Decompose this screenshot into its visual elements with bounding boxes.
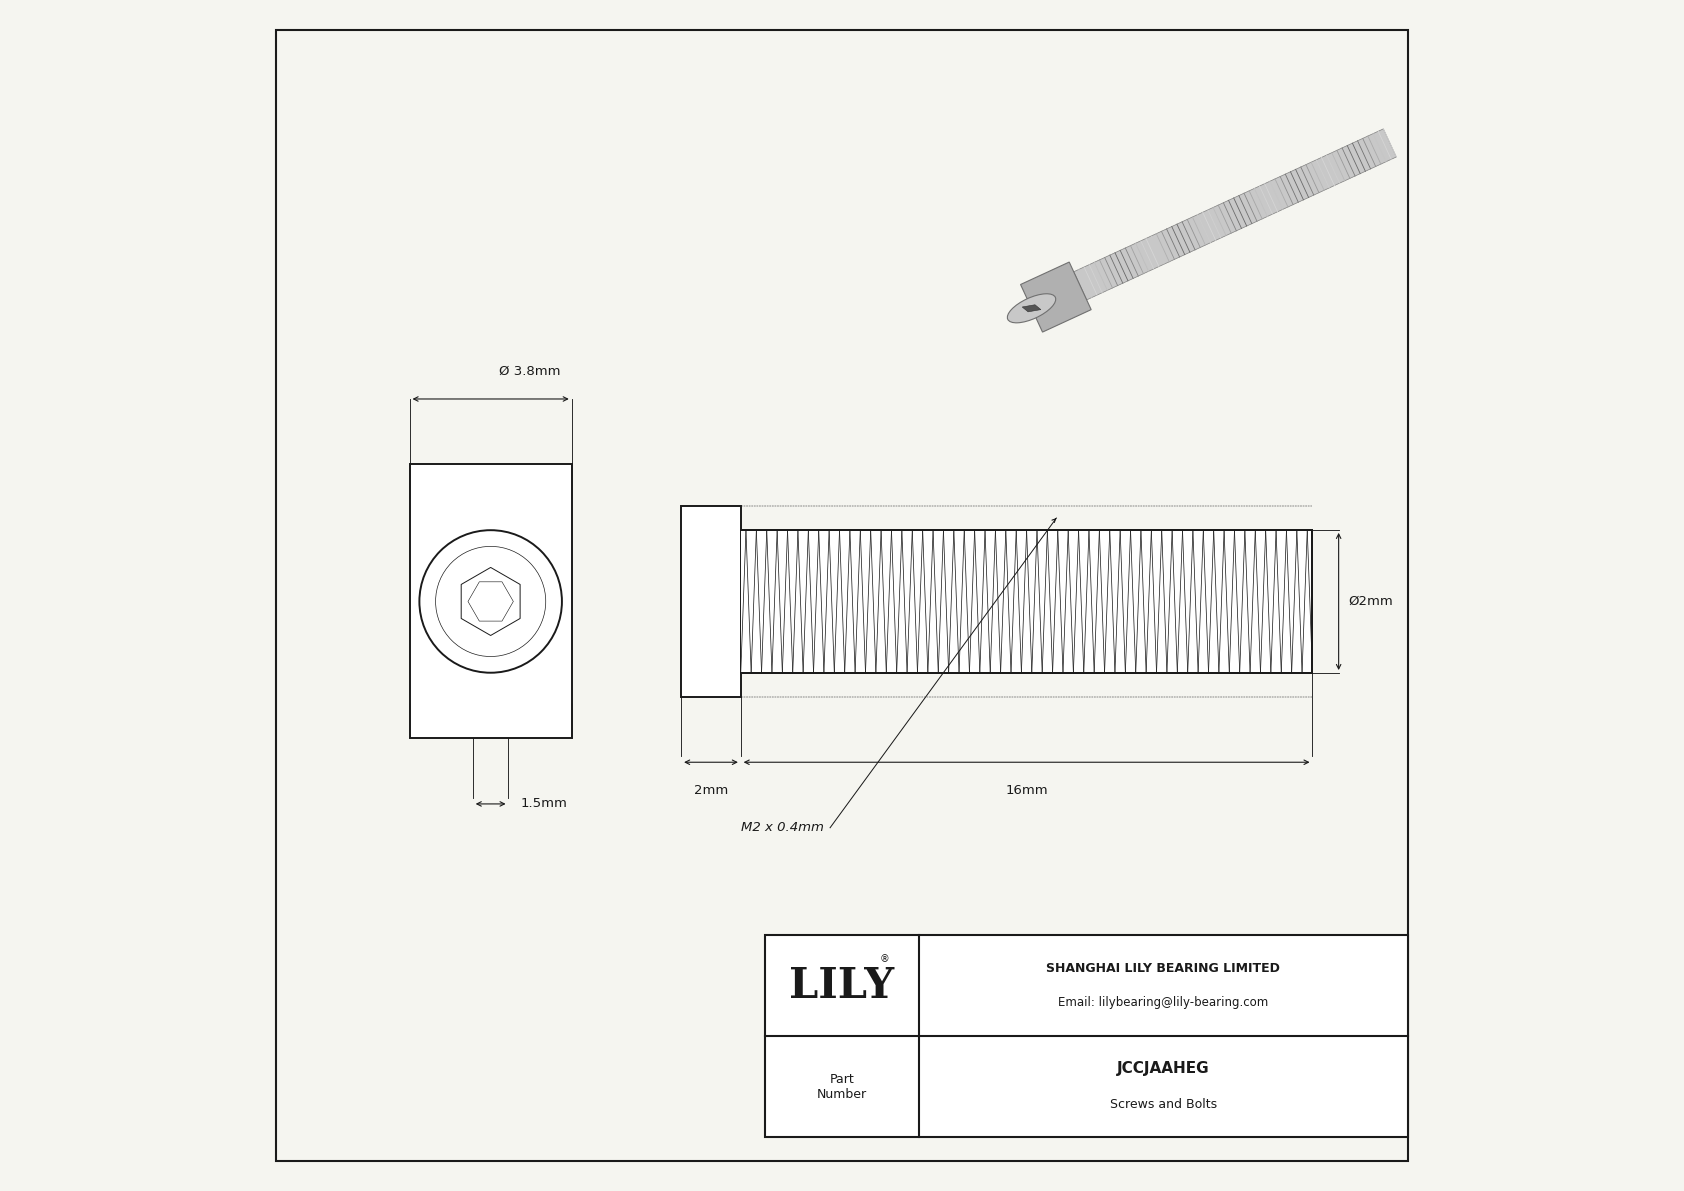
Text: Screws and Bolts: Screws and Bolts xyxy=(1110,1098,1218,1111)
Text: LILY: LILY xyxy=(790,965,894,1006)
Text: Ø2mm: Ø2mm xyxy=(1349,596,1393,607)
Text: Part
Number: Part Number xyxy=(817,1073,867,1100)
Bar xyxy=(409,464,571,738)
Text: Email: lilybearing@lily-bearing.com: Email: lilybearing@lily-bearing.com xyxy=(1058,996,1268,1009)
Ellipse shape xyxy=(1007,294,1056,323)
Polygon shape xyxy=(1074,129,1396,300)
Text: 1.5mm: 1.5mm xyxy=(520,798,568,810)
Text: 2mm: 2mm xyxy=(694,784,727,797)
Text: Ø 3.8mm: Ø 3.8mm xyxy=(498,364,561,378)
Bar xyxy=(765,935,1408,1137)
Text: JCCJAAHEG: JCCJAAHEG xyxy=(1116,1061,1209,1077)
Ellipse shape xyxy=(436,547,546,656)
Text: ®: ® xyxy=(879,954,889,965)
Ellipse shape xyxy=(419,530,562,673)
Text: 16mm: 16mm xyxy=(1005,784,1047,797)
Polygon shape xyxy=(461,567,520,636)
Polygon shape xyxy=(468,582,514,621)
Text: M2 x 0.4mm: M2 x 0.4mm xyxy=(741,822,823,834)
Polygon shape xyxy=(1021,262,1091,332)
Polygon shape xyxy=(1022,305,1041,312)
Text: SHANGHAI LILY BEARING LIMITED: SHANGHAI LILY BEARING LIMITED xyxy=(1046,962,1280,975)
Bar xyxy=(682,506,741,697)
Bar xyxy=(741,530,1312,673)
